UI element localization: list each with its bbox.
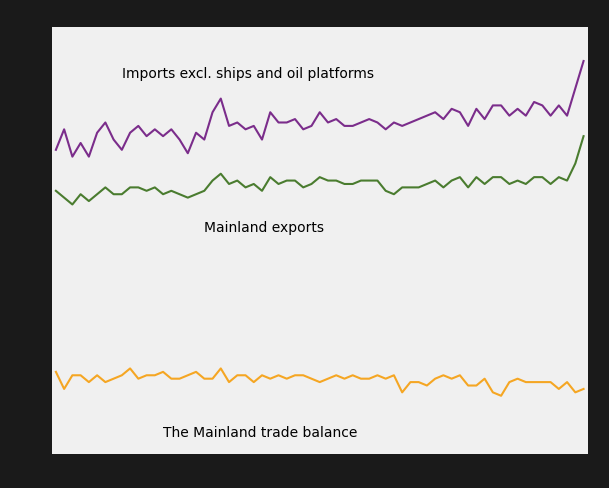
Text: The Mainland trade balance: The Mainland trade balance	[163, 426, 357, 440]
Text: Imports excl. ships and oil platforms: Imports excl. ships and oil platforms	[122, 67, 374, 81]
Text: Mainland exports: Mainland exports	[204, 221, 325, 235]
